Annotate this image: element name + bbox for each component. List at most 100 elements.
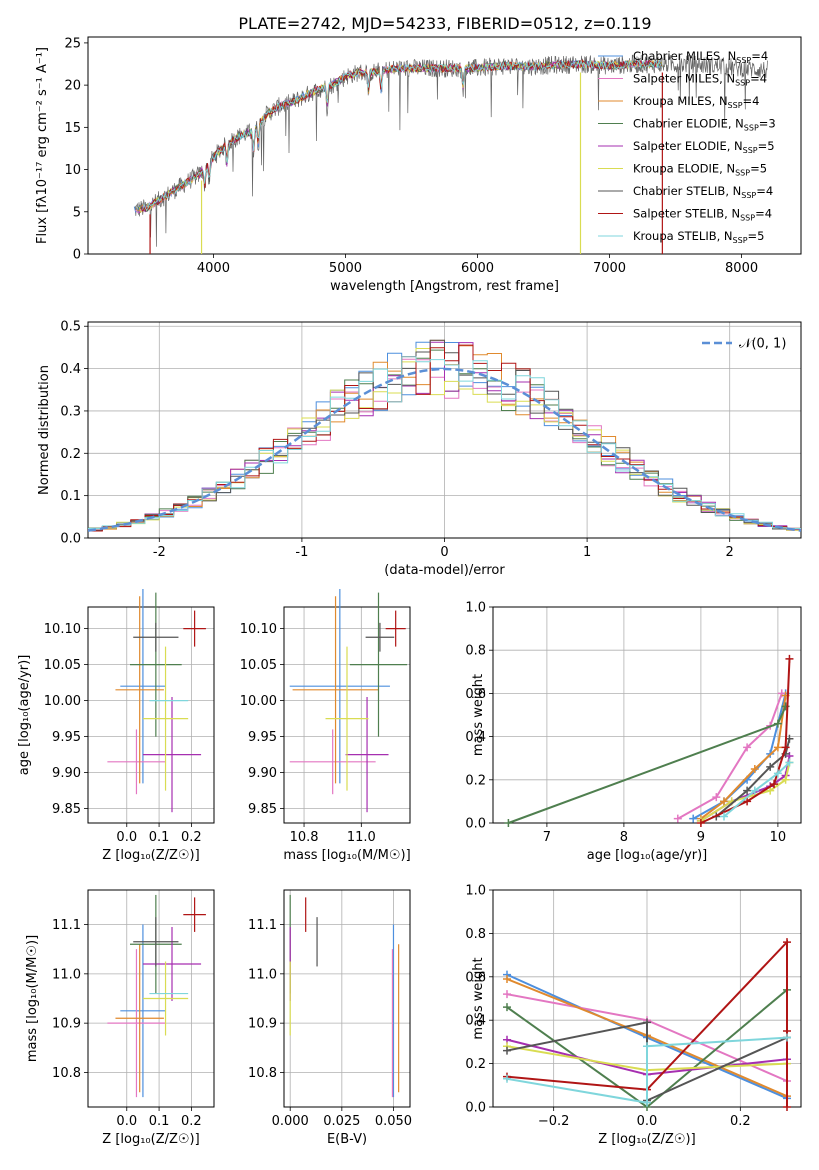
weight-age-ytick-label: 0.8: [465, 644, 486, 659]
age-mass-ytick-label: 9.85: [248, 802, 277, 817]
salpeter_stelib-weight-marker: [770, 780, 779, 789]
age-z-ytick-label: 9.90: [52, 766, 81, 781]
kroupa_elodie-weight-marker: [766, 786, 775, 795]
mass-ebv-xlabel: E(B-V): [327, 1132, 367, 1147]
weight-age-ytick-label: 1.0: [465, 601, 486, 616]
hist-ytick-label: 0.2: [60, 447, 81, 462]
kroupa_stelib-weight-marker: [643, 1042, 651, 1051]
age-mass-ytick-label: 9.90: [248, 766, 277, 781]
chabrier_stelib-weight-marker: [643, 1018, 651, 1027]
mass-ebv-ytick-label: 10.9: [248, 1017, 277, 1032]
mass-z-xtick-label: 0.1: [149, 1114, 170, 1129]
chabrier_elodie-weight-marker: [773, 719, 782, 728]
age-mass-axes: 10.8 11.0 9.85 9.90 9.95 10.00 10.05 10.10 mass …: [240, 606, 411, 863]
kroupa_stelib-weight-marker: [773, 769, 782, 778]
age-z-xtick-label: 0.0: [116, 830, 137, 845]
weight-z-ytick-label: 0.8: [465, 927, 486, 942]
spectrum-xtick-label: 8000: [725, 261, 758, 276]
weight-age-xtick-label: 8: [620, 830, 628, 845]
salpeter_elodie-weight-line: [700, 755, 791, 822]
weight-age-ylabel: mass weight: [471, 674, 486, 756]
kroupa_stelib-weight-marker: [750, 786, 759, 795]
spectrum-xtick-label: 4000: [197, 261, 230, 276]
spectrum-xtick-label: 5000: [329, 261, 362, 276]
legend-label-suffix: =4: [756, 184, 773, 198]
figure-title: PLATE=2742, MJD=54233, FIBERID=0512, z=0…: [238, 14, 651, 33]
legend-label: Kroupa ELODIE, NSSP=5: [633, 162, 767, 178]
kroupa_miles-weight-marker: [773, 743, 782, 752]
age-z-xtick-label: 0.2: [181, 830, 202, 845]
hist-ytick-label: 0.5: [60, 320, 81, 335]
mass-z-xtick-label: 0.0: [116, 1114, 137, 1129]
kroupa_stelib-weight-marker: [785, 758, 794, 767]
kroupa_stelib-weight-marker: [503, 1074, 511, 1083]
weight-z-ytick-label: 0.4: [465, 1014, 486, 1029]
hist-xlabel: (data-model)/error: [384, 563, 505, 578]
weight-z-ytick-label: 1.0: [465, 884, 486, 899]
age-mass-xtick-label: 11.0: [347, 830, 376, 845]
legend-label: Salpeter STELIB, NSSP=4: [633, 207, 772, 223]
kroupa_miles-model-line: [135, 59, 663, 212]
weight-age-xtick-label: 10: [770, 830, 787, 845]
chabrier_stelib-model-line: [140, 59, 663, 212]
chabrier_stelib-histogram-line: [88, 339, 801, 531]
chabrier_elodie-weight-line: [508, 705, 787, 824]
salpeter_miles-weight-marker: [743, 743, 752, 752]
legend-label-main: Kroupa STELIB, N: [633, 229, 733, 243]
hist-xtick-label: -2: [153, 545, 166, 560]
spectrum-ytick-label: 10: [64, 163, 81, 178]
weight-age-ytick-label: 0.2: [465, 773, 486, 788]
legend-label-main: Salpeter ELODIE, N: [633, 139, 743, 153]
legend-label-main: Salpeter MILES, N: [633, 72, 735, 86]
mass-z-ytick-label: 11.1: [52, 918, 81, 933]
weight-z-xlabel: Z [log₁₀(Z/Z☉)]: [598, 1132, 695, 1147]
legend-label: Chabrier MILES, NSSP=4: [633, 49, 768, 65]
weight-age-frame: [492, 606, 802, 824]
legend-label-main: Chabrier ELODIE, N: [633, 117, 744, 131]
legend-label: Salpeter MILES, NSSP=4: [633, 72, 767, 88]
age-z-ytick-label: 10.00: [44, 694, 81, 709]
spectrum-ytick-label: 0: [73, 248, 81, 263]
spectrum-ytick-label: 20: [64, 79, 81, 94]
mass-ebv-axes: 0.000 0.025 0.050 10.8 10.9 11.0 11.1 E(B-V): [248, 889, 412, 1147]
weight-age-ytick-label: 0.4: [465, 730, 486, 745]
spectrum-series: [133, 54, 768, 254]
hist-ylabel: Normed distribution: [37, 365, 52, 495]
normal-pdf-line: [88, 367, 801, 532]
age-z-ylabel: age [log₁₀(age/yr)]: [17, 655, 32, 776]
kroupa_miles-weight-marker: [720, 797, 728, 806]
weight-z-ylabel: mass weight: [471, 957, 486, 1039]
mass-z-xtick-label: 0.2: [181, 1114, 202, 1129]
weight-z-ytick-label: 0.6: [465, 970, 486, 985]
legend-label-sub: SSP: [744, 124, 759, 133]
weight-z-ytick-label: 0.2: [465, 1057, 486, 1072]
legend-label-sub: SSP: [740, 214, 755, 223]
spectrum-xtick-label: 6000: [461, 261, 494, 276]
age-mass-ytick-label: 9.95: [248, 730, 277, 745]
weight-z-series: [503, 938, 791, 1111]
weight-z-xtick-label: −0.2: [538, 1114, 570, 1129]
mass-z-xlabel: Z [log₁₀(Z/Z☉)]: [102, 1132, 199, 1147]
legend-label-sub: SSP: [733, 236, 748, 245]
age-mass-ytick-label: 10.05: [240, 658, 277, 673]
chabrier_stelib-weight-marker: [766, 762, 775, 771]
kroupa_miles-weight-marker: [750, 765, 759, 773]
observed-spectrum-line: [134, 54, 768, 247]
salpeter_miles-weight-marker: [712, 793, 721, 802]
salpeter_miles-model-line: [135, 59, 663, 214]
mass-ebv-ytick-label: 10.8: [248, 1066, 277, 1081]
legend-label: 𝒩(0, 1): [739, 337, 786, 352]
age-mass-ytick-label: 10.00: [240, 694, 277, 709]
kroupa_stelib-weight-marker: [783, 1033, 791, 1042]
mass-z-ytick-label: 11.0: [52, 967, 81, 982]
chabrier_miles-model-line: [133, 59, 663, 214]
age-mass-ytick-label: 10.10: [240, 622, 277, 637]
salpeter_elodie-model-line: [138, 59, 662, 213]
weight-age-xtick-label: 9: [697, 830, 705, 845]
weight-z-ytick-label: 0.0: [465, 1101, 486, 1116]
legend-label: Kroupa STELIB, NSSP=5: [633, 229, 764, 245]
spectrum-ytick-label: 25: [64, 36, 81, 51]
kroupa_stelib-weight-marker: [720, 812, 728, 821]
